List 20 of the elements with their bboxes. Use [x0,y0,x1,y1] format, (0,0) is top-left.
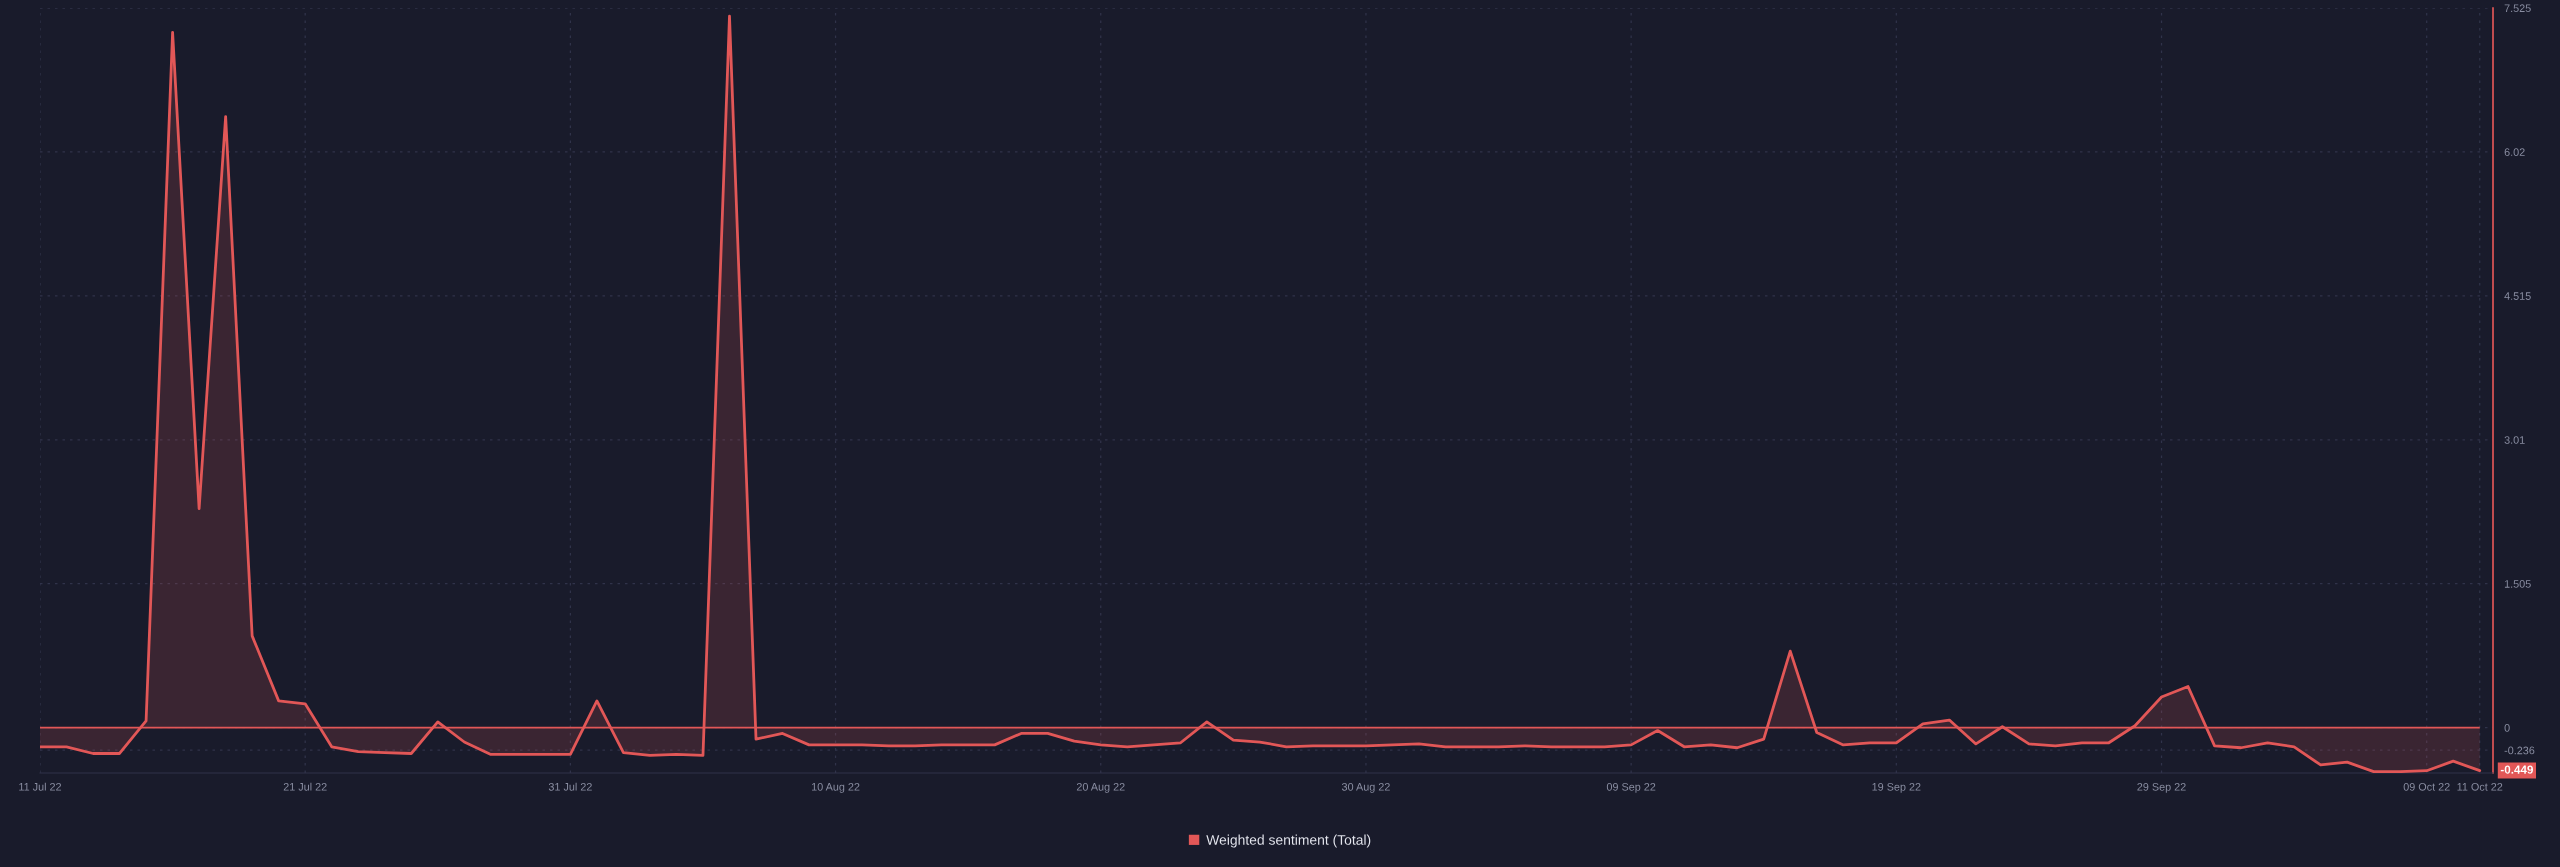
y-tick-label: 0 [2504,724,2510,732]
x-tick-label: 09 Oct 22 [2403,783,2450,791]
x-tick-label: 21 Jul 22 [283,782,327,791]
x-tick-label: 11 Oct 22 [2457,783,2503,791]
x-tick-label: 10 Aug 22 [812,783,860,793]
x-tick-label: 11 Jul 22 [19,782,62,791]
y-tick-label: 6.02 [2504,148,2525,156]
x-tick-label: 30 Aug 22 [1341,783,1390,793]
x-tick-label: 20 Aug 22 [1076,783,1125,793]
y-tick-label: 7.525 [2504,4,2531,13]
data-label: -0.449 [2500,765,2534,774]
x-tick-label: 19 Sep 22 [1872,783,1921,793]
y-tick-label: 4.515 [2504,292,2531,300]
x-tick-label: 29 Sep 22 [2137,783,2186,793]
y-tick-label: 1.505 [2504,580,2531,588]
x-tick-label: 31 Jul 22 [548,782,592,791]
y-tick-label: 3.01 [2504,436,2525,444]
x-tick-label: 09 Sep 22 [1606,783,1656,793]
legend-label: Weighted sentiment (Total) [1206,834,1371,848]
y-tick-label: -0.236 [2504,746,2535,755]
